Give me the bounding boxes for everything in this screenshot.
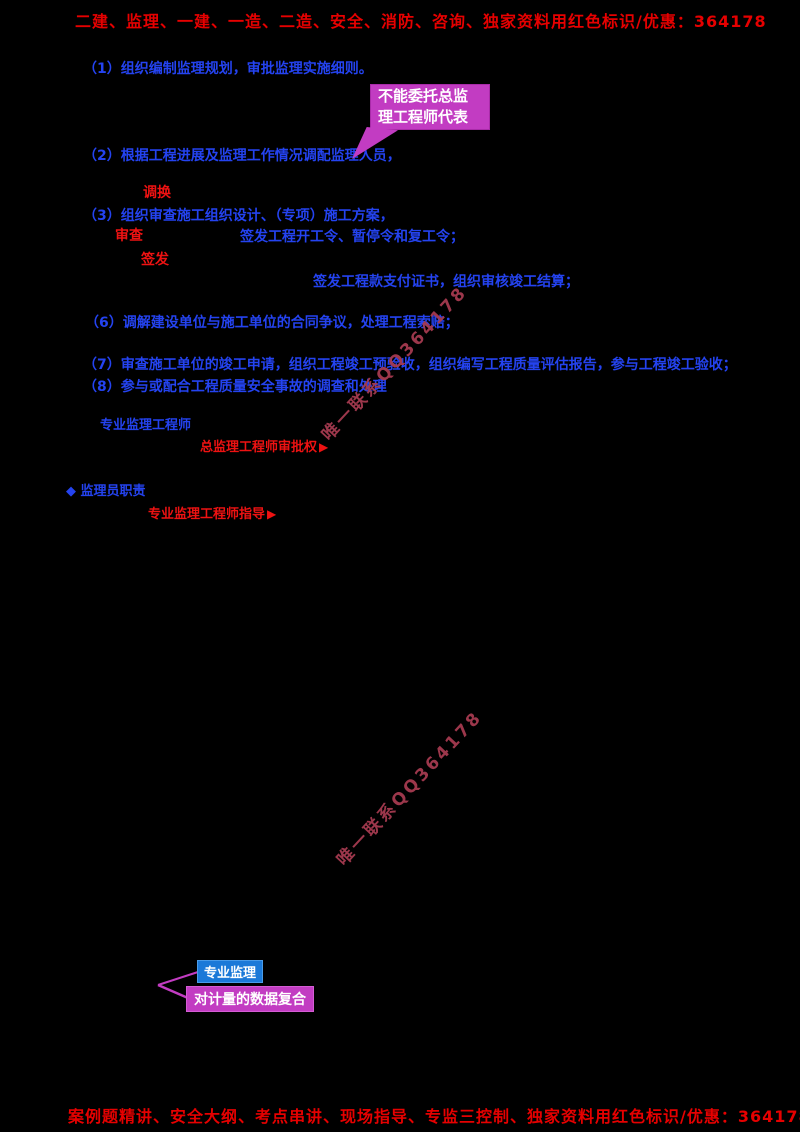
- duty-item-5-fragment: 签发工程款支付证书，组织审核竣工结算；: [313, 274, 579, 290]
- pro-engineer-note-text: 总监理工程师审批权: [200, 440, 318, 455]
- pro-engineer-heading: 专业监理工程师: [100, 418, 192, 433]
- supervisor-note: 专业监理工程师指导 ▶: [148, 503, 276, 522]
- pro-engineer-note: 总监理工程师审批权 ▶: [200, 436, 328, 455]
- duty-item-7: （7）审查施工单位的竣工申请，组织工程竣工预验收，组织编写工程质量评估报告，参与…: [83, 357, 737, 373]
- diamond-bullet-icon: ◆: [66, 484, 76, 499]
- supervisor-note-text: 专业监理工程师指导: [148, 507, 266, 522]
- duty-item-4-fragment: 签发工程开工令、暂停令和复工令；: [240, 229, 464, 245]
- supervisor-heading: 监理员职责: [80, 484, 146, 499]
- duty-item-2: （2）根据工程进展及监理工作情况调配监理人员，: [83, 148, 401, 164]
- delegate-callout: 不能委托总监理工程师代表: [370, 84, 490, 130]
- right-arrow-icon: ▶: [267, 507, 277, 521]
- callout-pointer-lines-icon: [157, 971, 199, 1000]
- bottom-banner-text: 案例题精讲、安全大纲、考点串讲、现场指导、专监三控制、独家资料用红色标识/优惠：…: [68, 1107, 800, 1126]
- top-banner-text: 二建、监理、一建、一造、二造、安全、消防、咨询、独家资料用红色标识/优惠：364…: [75, 12, 767, 31]
- pro-supervision-tag: 专业监理: [197, 960, 264, 983]
- supervisor-heading-row: ◆ 监理员职责: [66, 480, 146, 499]
- keyword-shencha: 审查: [115, 228, 143, 244]
- duty-item-6: （6）调解建设单位与施工单位的合同争议，处理工程索赔；: [85, 315, 459, 331]
- measurement-check-tag: 对计量的数据复合: [186, 986, 314, 1012]
- duty-item-1: （1）组织编制监理规划，审批监理实施细则。: [83, 61, 373, 77]
- duty-item-8: （8）参与或配合工程质量安全事故的调查和处理: [83, 379, 387, 395]
- diagonal-watermark-lower: 唯一联系QQ364178: [332, 707, 487, 871]
- duty-item-3: （3）组织审查施工组织设计、（专项）施工方案，: [83, 208, 394, 224]
- keyword-diaohuan: 调换: [143, 185, 171, 201]
- keyword-qianfa: 签发: [141, 252, 169, 268]
- right-arrow-icon: ▶: [319, 440, 329, 454]
